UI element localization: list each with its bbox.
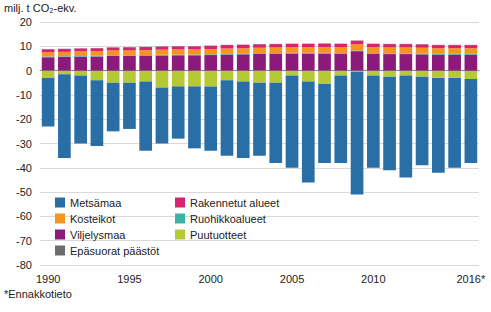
svg-text:*Ennakkotieto: *Ennakkotieto bbox=[4, 288, 72, 300]
svg-text:Epäsuorat päästöt: Epäsuorat päästöt bbox=[70, 245, 159, 257]
svg-text:-60: -60 bbox=[16, 210, 32, 222]
svg-text:Metsämaa: Metsämaa bbox=[70, 197, 122, 209]
svg-text:-10: -10 bbox=[16, 89, 32, 101]
svg-text:0: 0 bbox=[26, 65, 32, 77]
svg-text:2016*: 2016* bbox=[456, 273, 485, 285]
svg-text:20: 20 bbox=[20, 16, 32, 28]
svg-text:-50: -50 bbox=[16, 186, 32, 198]
svg-text:Puutuotteet: Puutuotteet bbox=[190, 229, 246, 241]
svg-text:Viljelysmaa: Viljelysmaa bbox=[70, 229, 126, 241]
svg-text:1990: 1990 bbox=[36, 273, 60, 285]
svg-text:-40: -40 bbox=[16, 162, 32, 174]
svg-text:10: 10 bbox=[20, 40, 32, 52]
svg-text:2010: 2010 bbox=[361, 273, 385, 285]
svg-text:Kosteikot: Kosteikot bbox=[70, 213, 115, 225]
svg-text:-20: -20 bbox=[16, 113, 32, 125]
svg-text:1995: 1995 bbox=[117, 273, 141, 285]
svg-text:Rakennetut alueet: Rakennetut alueet bbox=[190, 197, 279, 209]
svg-text:-80: -80 bbox=[16, 259, 32, 271]
svg-text:Ruohikkoalueet: Ruohikkoalueet bbox=[190, 213, 266, 225]
svg-text:-30: -30 bbox=[16, 138, 32, 150]
svg-text:2005: 2005 bbox=[280, 273, 304, 285]
svg-text:2000: 2000 bbox=[198, 273, 222, 285]
svg-text:-70: -70 bbox=[16, 235, 32, 247]
svg-text:milj. t CO₂-ekv.: milj. t CO₂-ekv. bbox=[4, 2, 77, 14]
